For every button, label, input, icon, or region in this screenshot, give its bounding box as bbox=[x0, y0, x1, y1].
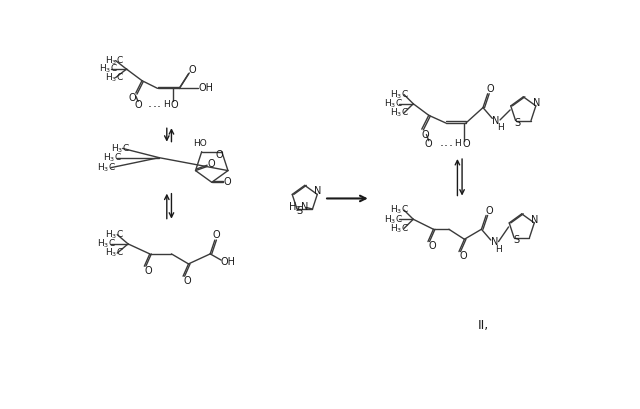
Text: HO: HO bbox=[193, 139, 207, 148]
Text: N: N bbox=[314, 187, 322, 196]
Text: N: N bbox=[491, 237, 499, 247]
Text: O: O bbox=[212, 230, 220, 240]
Text: H$_3$C: H$_3$C bbox=[103, 151, 122, 164]
Text: H: H bbox=[497, 123, 504, 132]
Text: H$_2$N: H$_2$N bbox=[288, 200, 308, 213]
Text: H$_3$C: H$_3$C bbox=[390, 222, 409, 235]
Text: OH: OH bbox=[221, 256, 236, 267]
Text: O: O bbox=[216, 151, 223, 160]
Text: N: N bbox=[531, 215, 539, 225]
Text: ·: · bbox=[152, 101, 156, 114]
Text: H: H bbox=[495, 245, 502, 254]
Text: O: O bbox=[421, 130, 429, 139]
Text: N: N bbox=[533, 98, 540, 108]
Text: H$_3$C: H$_3$C bbox=[390, 107, 409, 119]
Text: O: O bbox=[183, 276, 191, 286]
Text: O: O bbox=[425, 139, 433, 149]
Text: ·: · bbox=[148, 101, 152, 114]
Text: II,: II, bbox=[477, 319, 488, 332]
Text: O: O bbox=[487, 84, 495, 94]
Text: O: O bbox=[485, 206, 493, 216]
Text: S: S bbox=[515, 118, 521, 128]
Text: H$_3$C: H$_3$C bbox=[390, 88, 409, 101]
Text: H$_3$C: H$_3$C bbox=[99, 63, 118, 75]
Text: ·: · bbox=[449, 140, 452, 153]
Text: H$_3$C: H$_3$C bbox=[97, 238, 116, 250]
Text: ·: · bbox=[157, 101, 161, 114]
Text: O: O bbox=[134, 99, 142, 110]
Text: S: S bbox=[513, 235, 520, 245]
Text: H$_3$C: H$_3$C bbox=[97, 162, 116, 174]
Text: H$_3$C: H$_3$C bbox=[105, 247, 124, 259]
Text: O: O bbox=[171, 99, 179, 110]
Text: S: S bbox=[296, 207, 302, 216]
Text: H: H bbox=[163, 100, 170, 109]
Text: H$_3$C: H$_3$C bbox=[105, 54, 124, 67]
Text: OH: OH bbox=[198, 83, 213, 93]
Text: H$_3$C: H$_3$C bbox=[111, 142, 130, 155]
Text: O: O bbox=[428, 241, 436, 251]
Text: N: N bbox=[493, 116, 500, 126]
Text: O: O bbox=[459, 251, 467, 261]
Text: O: O bbox=[128, 92, 136, 103]
Text: O: O bbox=[189, 65, 196, 75]
Text: H: H bbox=[454, 139, 461, 148]
Text: H$_3$C: H$_3$C bbox=[390, 204, 409, 216]
Text: ·: · bbox=[444, 140, 448, 153]
Text: H$_3$C: H$_3$C bbox=[384, 97, 403, 110]
Text: O: O bbox=[145, 266, 152, 276]
Text: H$_3$C: H$_3$C bbox=[384, 213, 403, 225]
Text: O: O bbox=[207, 160, 215, 169]
Text: H$_3$C: H$_3$C bbox=[105, 71, 124, 84]
Text: H$_3$C: H$_3$C bbox=[105, 228, 124, 241]
Text: O: O bbox=[462, 139, 470, 149]
Text: O: O bbox=[223, 177, 231, 187]
Text: ·: · bbox=[439, 140, 443, 153]
